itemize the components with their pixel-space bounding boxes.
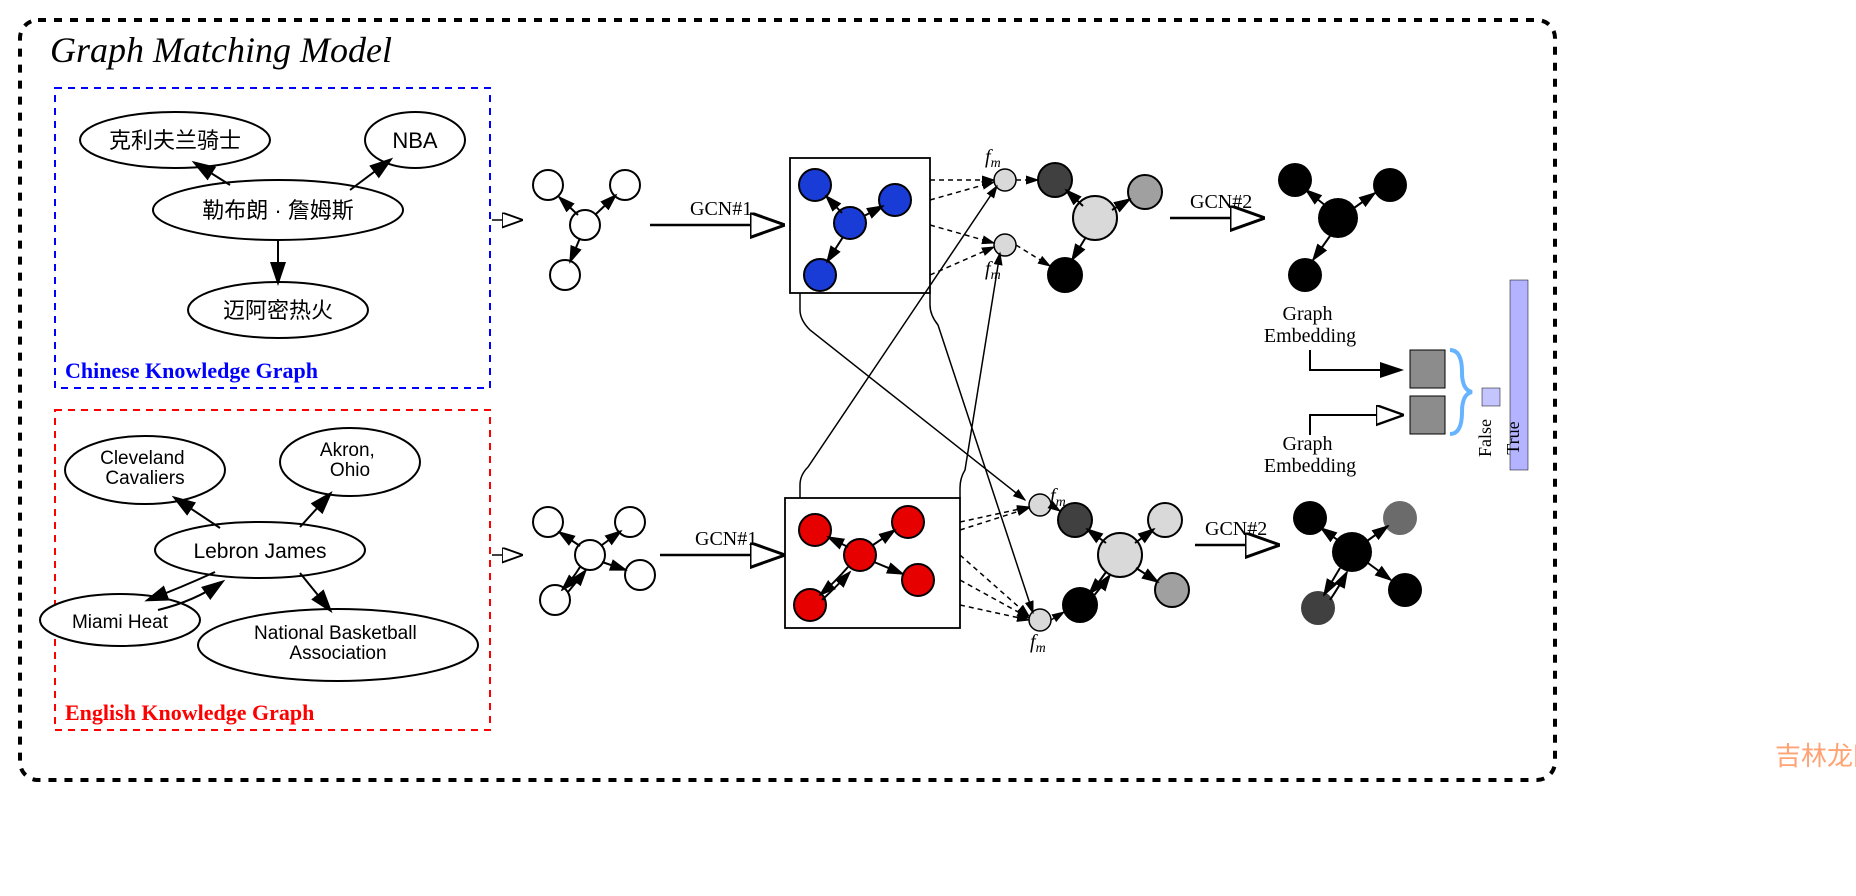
ckg-node-2: 迈阿密热火: [223, 298, 333, 323]
gcn1-top-label: GCN#1: [690, 198, 752, 220]
chinese-kg-label: Chinese Knowledge Graph: [65, 358, 318, 383]
top-match-nodes: fm fm: [930, 146, 1016, 283]
english-kg-graph: Cleveland Cavaliers Akron, Ohio Lebron J…: [40, 428, 478, 681]
ckg-node-1: NBA: [392, 128, 438, 153]
bottom-match-graph: [1051, 503, 1189, 622]
svg-text:Graph Embedding: Graph Embedding: [1264, 303, 1356, 347]
top-input-graph: [533, 170, 640, 290]
gcn2-bottom-label: GCN#2: [1205, 518, 1267, 540]
svg-text:Cleveland Cavaliers: Cleveland Cavaliers: [100, 448, 190, 489]
ekg-node-2: Miami Heat: [72, 612, 169, 633]
top-output-graph: [1278, 163, 1407, 292]
svg-text:Graph Embedding: Graph Embedding: [1264, 433, 1356, 477]
svg-text:fm: fm: [985, 146, 1001, 171]
svg-text:True: True: [1503, 421, 1523, 454]
svg-text:False: False: [1475, 419, 1495, 457]
gcn1-bottom-label: GCN#1: [695, 528, 757, 550]
gcn2-top-label: GCN#2: [1190, 191, 1252, 213]
diagram-title: Graph Matching Model: [50, 30, 392, 70]
bottom-output-graph: [1293, 501, 1422, 625]
bottom-input-graph: [533, 507, 655, 615]
watermark: 吉林龙网: [1775, 741, 1856, 771]
ckg-center: 勒布朗 · 詹姆斯: [202, 198, 354, 223]
bottom-match-nodes: fm fm: [960, 485, 1066, 656]
svg-text:fm: fm: [1030, 631, 1046, 656]
top-match-graph: [1016, 163, 1162, 292]
ekg-center: Lebron James: [193, 540, 326, 563]
embedding-section: Graph Embedding Graph Embedding False Tr…: [1264, 280, 1528, 477]
english-kg-label: English Knowledge Graph: [65, 700, 314, 725]
diagram-canvas: Graph Matching Model Chinese Knowledge G…: [0, 0, 1856, 896]
chinese-kg-graph: 克利夫兰骑士 NBA 勒布朗 · 詹姆斯 迈阿密热火: [80, 112, 465, 338]
ckg-node-0: 克利夫兰骑士: [109, 128, 241, 153]
